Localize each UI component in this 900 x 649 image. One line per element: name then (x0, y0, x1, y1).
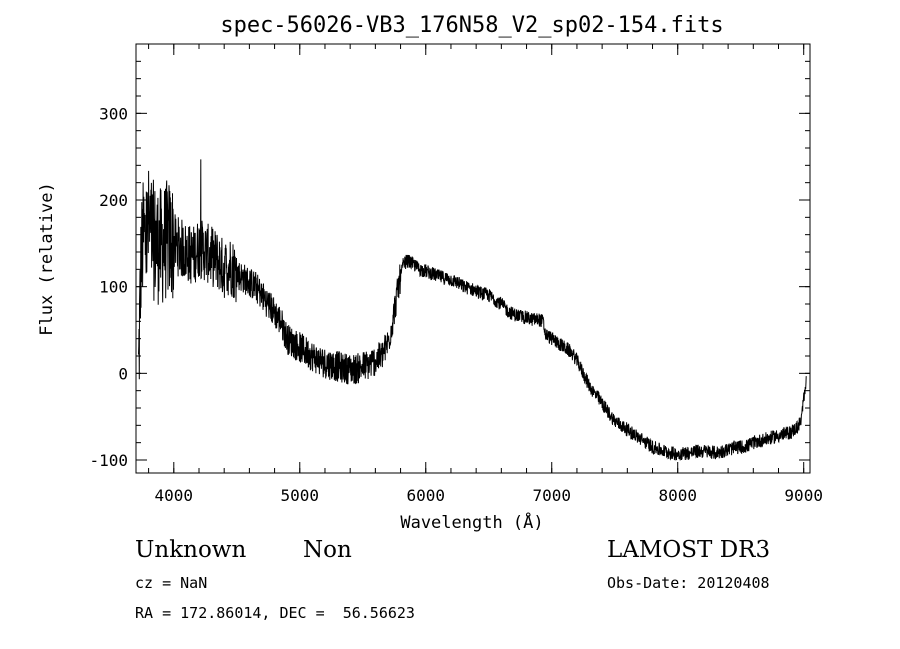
x-tick-label: 6000 (406, 486, 445, 505)
minor-ticks (136, 43, 810, 473)
y-tick-labels: -100 0 100 200 300 (89, 104, 128, 470)
x-tick-label: 4000 (155, 486, 194, 505)
y-tick-label: 200 (99, 191, 128, 210)
x-tick-label: 9000 (784, 486, 823, 505)
x-tick-label: 8000 (658, 486, 697, 505)
x-tick-label: 5000 (281, 486, 320, 505)
y-axis-label: Flux (relative) (37, 182, 57, 336)
spectrum-line (138, 159, 807, 461)
redshift-cz: cz = NaN (135, 574, 208, 592)
x-tick-labels: 4000 5000 6000 7000 8000 9000 (155, 486, 823, 505)
y-tick-label: 300 (99, 104, 128, 123)
x-tick-label: 7000 (532, 486, 571, 505)
coordinates: RA = 172.86014, DEC = 56.56623 (135, 604, 415, 622)
object-subclass: Non (303, 537, 352, 563)
x-axis-label: Wavelength (Å) (400, 511, 543, 533)
plot-frame (135, 43, 811, 474)
object-class: Unknown (135, 537, 247, 563)
y-tick-label: 100 (99, 278, 128, 297)
obs-date: Obs-Date: 20120408 (607, 574, 770, 592)
y-tick-label: -100 (89, 451, 128, 470)
survey-name: LAMOST DR3 (607, 537, 771, 563)
major-ticks (136, 44, 810, 473)
y-tick-label: 0 (118, 364, 128, 383)
chart-title: spec-56026-VB3_176N58_V2_sp02-154.fits (220, 13, 723, 38)
